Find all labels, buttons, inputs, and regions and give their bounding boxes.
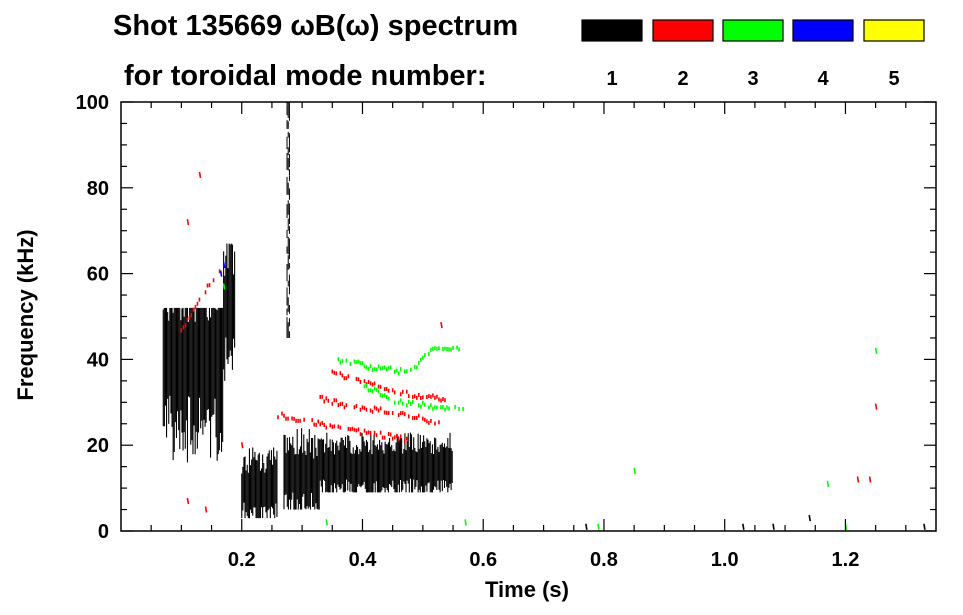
mode-point [772,523,775,530]
chart-title-line2: for toroidal mode number: [124,60,487,92]
axis-ticks [121,101,936,532]
mode-point [874,347,878,354]
legend-label-mode-1: 1 [606,68,617,90]
x-tick-label: 0.2 [228,549,256,571]
series-n-2 [180,171,878,513]
series-n-1 [162,102,453,519]
mode-point [204,506,208,513]
mode-point [856,476,860,483]
legend-label-mode-2: 2 [677,68,688,90]
series-n-3 [222,283,878,530]
y-tick-label: 100 [76,92,109,114]
mode-point [464,519,467,526]
mode-point [874,403,878,410]
mode-point [222,261,226,269]
series-n-1-sparse [585,514,926,530]
legend: 1 2 3 4 5 [581,19,925,90]
mode-point [633,467,636,475]
tick-labels: 0.2 0.4 0.6 0.8 1.0 1.2 0 20 40 60 80 100 [76,92,860,571]
mode-point [868,476,872,483]
x-axis-label: Time (s) [485,577,569,602]
mode-point [186,218,190,226]
mode-point [585,523,588,530]
series-n-4 [219,261,226,277]
x-tick-label: 0.8 [590,549,618,571]
mode-point [597,523,600,530]
legend-swatch-mode-4 [792,19,854,42]
x-tick-label: 0.4 [349,549,378,571]
mode-point [198,171,202,179]
spectrum-data [162,102,926,530]
legend-swatch-mode-1 [581,19,643,42]
mode-point [222,283,226,290]
mode-point [923,523,926,530]
legend-swatch-mode-2 [652,19,714,42]
mode-point [240,442,244,449]
mode-point [808,514,812,522]
mode-point [742,523,745,530]
mode-point [440,321,443,329]
y-axis-label: Frequency (kHz) [13,229,38,400]
y-tick-label: 80 [87,178,109,200]
y-tick-label: 40 [87,349,109,371]
mode-point [186,497,190,505]
legend-label-mode-4: 4 [817,68,829,90]
y-tick-label: 0 [98,521,109,543]
legend-swatch-mode-3 [722,19,784,42]
mode-point [826,480,830,487]
y-tick-label: 20 [87,435,109,457]
legend-label-mode-3: 3 [747,68,758,90]
y-tick-label: 60 [87,264,109,286]
x-tick-label: 0.6 [469,549,497,571]
legend-swatch-mode-5 [863,19,925,42]
x-tick-label: 1.0 [711,549,739,571]
plot-frame [120,101,937,532]
x-tick-label: 1.2 [832,549,860,571]
mode-point [325,519,329,526]
chart-title-line1: Shot 135669 ωB(ω) spectrum [113,10,518,42]
mode-point [219,270,223,277]
legend-label-mode-5: 5 [888,68,899,90]
